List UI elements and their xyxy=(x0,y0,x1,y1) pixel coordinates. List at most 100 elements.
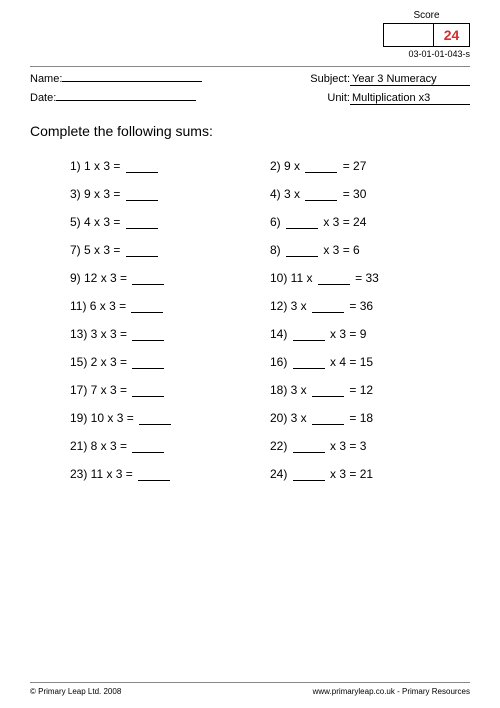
problem-number: 20) xyxy=(270,411,287,425)
problem-text-after: = 36 xyxy=(346,299,373,313)
problem-right: 4) 3 x = 30 xyxy=(270,187,460,201)
problem-left: 3) 9 x 3 = xyxy=(70,187,270,201)
problem-text-after: x 4 = 15 xyxy=(327,355,373,369)
score-label: Score xyxy=(383,10,470,21)
answer-blank[interactable] xyxy=(132,452,164,453)
problem-text xyxy=(287,439,290,453)
problem-row: 19) 10 x 3 = 20) 3 x = 18 xyxy=(70,411,460,425)
problem-number: 5) xyxy=(70,215,81,229)
problem-text: 1 x 3 = xyxy=(81,159,124,173)
answer-blank[interactable] xyxy=(305,172,337,173)
problem-number: 12) xyxy=(270,299,287,313)
subject-label: Subject: xyxy=(310,73,350,85)
answer-blank[interactable] xyxy=(132,340,164,341)
problem-left: 13) 3 x 3 = xyxy=(70,327,270,341)
answer-blank[interactable] xyxy=(312,424,344,425)
problem-text-after: x 3 = 3 xyxy=(327,439,367,453)
problem-number: 10) xyxy=(270,271,287,285)
problem-row: 9) 12 x 3 = 10) 11 x = 33 xyxy=(70,271,460,285)
problem-text xyxy=(287,467,290,481)
problem-left: 11) 6 x 3 = xyxy=(70,299,270,313)
name-value[interactable] xyxy=(62,81,202,82)
problem-number: 4) xyxy=(270,187,281,201)
answer-blank[interactable] xyxy=(126,256,158,257)
problem-right: 22) x 3 = 3 xyxy=(270,439,460,453)
answer-blank[interactable] xyxy=(293,452,325,453)
answer-blank[interactable] xyxy=(126,172,158,173)
footer: © Primary Leap Ltd. 2008 www.primaryleap… xyxy=(30,682,470,696)
info-row-2: Date: Unit: Multiplication x3 xyxy=(30,92,470,105)
problem-number: 16) xyxy=(270,355,287,369)
problem-text-after: x 3 = 9 xyxy=(327,327,367,341)
footer-website: www.primaryleap.co.uk - Primary Resource… xyxy=(313,687,470,696)
problem-text xyxy=(287,327,290,341)
problem-row: 5) 4 x 3 = 6) x 3 = 24 xyxy=(70,215,460,229)
problem-number: 1) xyxy=(70,159,81,173)
unit-field: Unit: Multiplication x3 xyxy=(327,92,470,105)
answer-blank[interactable] xyxy=(312,312,344,313)
problem-text: 9 x 3 = xyxy=(81,187,124,201)
problem-number: 19) xyxy=(70,411,87,425)
problem-row: 23) 11 x 3 = 24) x 3 = 21 xyxy=(70,467,460,481)
problem-text-after: x 3 = 24 xyxy=(320,215,366,229)
problem-right: 18) 3 x = 12 xyxy=(270,383,460,397)
problem-number: 17) xyxy=(70,383,87,397)
answer-blank[interactable] xyxy=(132,396,164,397)
problem-text-after: = 18 xyxy=(346,411,373,425)
problem-right: 12) 3 x = 36 xyxy=(270,299,460,313)
answer-blank[interactable] xyxy=(126,228,158,229)
problem-number: 3) xyxy=(70,187,81,201)
problem-text-after: = 27 xyxy=(339,159,366,173)
answer-blank[interactable] xyxy=(305,200,337,201)
problem-left: 17) 7 x 3 = xyxy=(70,383,270,397)
answer-blank[interactable] xyxy=(293,480,325,481)
problem-text-after: = 33 xyxy=(352,271,379,285)
name-field: Name: xyxy=(30,73,202,86)
answer-blank[interactable] xyxy=(312,396,344,397)
unit-label: Unit: xyxy=(327,92,350,104)
problem-row: 11) 6 x 3 = 12) 3 x = 36 xyxy=(70,299,460,313)
doc-id: 03-01-01-043-s xyxy=(383,49,470,59)
problem-text xyxy=(281,215,284,229)
problem-text: 11 x 3 = xyxy=(87,467,136,481)
problem-left: 5) 4 x 3 = xyxy=(70,215,270,229)
answer-blank[interactable] xyxy=(293,368,325,369)
problem-right: 6) x 3 = 24 xyxy=(270,215,460,229)
answer-blank[interactable] xyxy=(131,312,163,313)
answer-blank[interactable] xyxy=(318,284,350,285)
problem-row: 7) 5 x 3 = 8) x 3 = 6 xyxy=(70,243,460,257)
answer-blank[interactable] xyxy=(286,228,318,229)
answer-blank[interactable] xyxy=(132,368,164,369)
answer-blank[interactable] xyxy=(132,284,164,285)
problem-right: 2) 9 x = 27 xyxy=(270,159,460,173)
problem-number: 7) xyxy=(70,243,81,257)
answer-blank[interactable] xyxy=(293,340,325,341)
problem-text: 10 x 3 = xyxy=(87,411,137,425)
problem-number: 8) xyxy=(270,243,281,257)
score-value: 24 xyxy=(434,24,469,46)
problem-right: 14) x 3 = 9 xyxy=(270,327,460,341)
problem-number: 2) xyxy=(270,159,281,173)
problem-left: 1) 1 x 3 = xyxy=(70,159,270,173)
header-divider xyxy=(30,66,470,67)
date-value[interactable] xyxy=(56,100,196,101)
problem-text xyxy=(287,355,290,369)
problem-text: 3 x 3 = xyxy=(87,327,130,341)
answer-blank[interactable] xyxy=(138,480,170,481)
date-field: Date: xyxy=(30,92,196,105)
problem-right: 8) x 3 = 6 xyxy=(270,243,460,257)
problem-text-after: x 3 = 6 xyxy=(320,243,360,257)
problem-left: 21) 8 x 3 = xyxy=(70,439,270,453)
problem-number: 24) xyxy=(270,467,287,481)
problem-right: 16) x 4 = 15 xyxy=(270,355,460,369)
score-cell-empty xyxy=(384,24,434,46)
problem-text xyxy=(281,243,284,257)
problem-text: 3 x xyxy=(281,187,304,201)
problem-row: 1) 1 x 3 = 2) 9 x = 27 xyxy=(70,159,460,173)
answer-blank[interactable] xyxy=(286,256,318,257)
answer-blank[interactable] xyxy=(139,424,171,425)
answer-blank[interactable] xyxy=(126,200,158,201)
problem-text: 2 x 3 = xyxy=(87,355,130,369)
problem-row: 15) 2 x 3 = 16) x 4 = 15 xyxy=(70,355,460,369)
subject-field: Subject: Year 3 Numeracy xyxy=(310,73,470,86)
